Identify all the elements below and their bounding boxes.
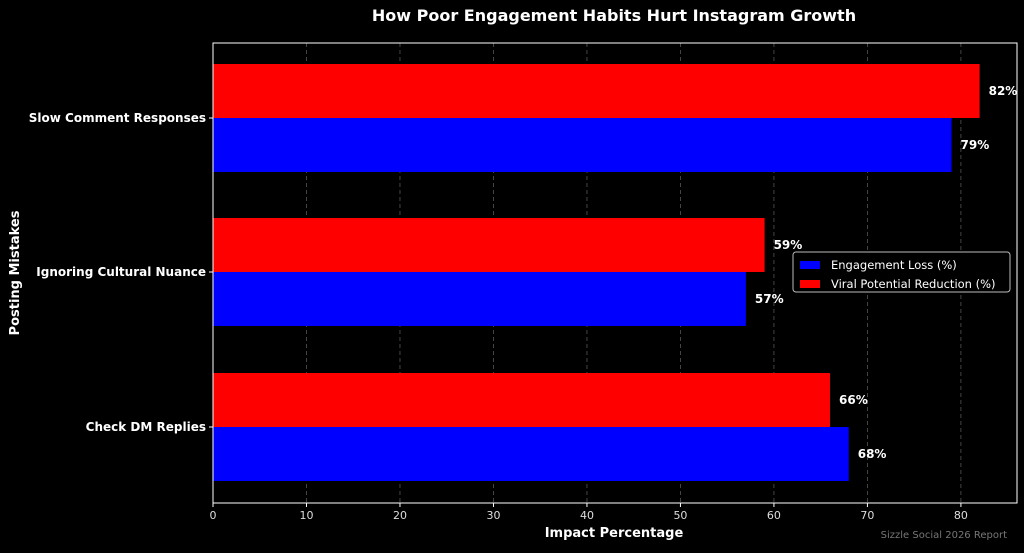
bar-value-label: 66% — [839, 393, 868, 407]
plot-area: 79% 82% Slow Comment Responses 57% 59% Ignori… — [29, 42, 1018, 522]
category-tick-label: Check DM Replies — [86, 420, 206, 434]
plot-frame — [212, 42, 1018, 504]
bar — [213, 64, 980, 118]
x-axis-label: Impact Percentage — [545, 526, 684, 541]
category-tick-label: Slow Comment Responses — [29, 111, 206, 125]
x-tick-label: 30 — [486, 509, 500, 522]
legend-swatch — [800, 261, 820, 269]
x-tick-label: 70 — [860, 509, 874, 522]
legend: Engagement Loss (%) Viral Potential Reduc… — [792, 251, 1011, 293]
bar — [213, 427, 849, 481]
bar-value-label: 59% — [774, 238, 803, 252]
x-tick-label: 80 — [954, 509, 968, 522]
x-tick-label: 50 — [673, 509, 687, 522]
bar — [213, 118, 952, 172]
legend-label: Engagement Loss (%) — [831, 258, 957, 272]
legend-swatch — [800, 280, 820, 288]
bar-value-label: 79% — [961, 138, 990, 152]
bar — [213, 373, 831, 427]
legend-label: Viral Potential Reduction (%) — [831, 277, 996, 291]
bar — [213, 272, 746, 326]
x-tick-label: 10 — [299, 509, 313, 522]
x-tick-label: 0 — [210, 509, 217, 522]
y-axis-label: Posting Mistakes — [8, 210, 23, 335]
bar — [213, 218, 765, 272]
legend-box — [792, 251, 1011, 293]
category-tick-label: Ignoring Cultural Nuance — [36, 265, 206, 279]
x-tick-label: 60 — [767, 509, 781, 522]
bar-value-label: 57% — [755, 292, 784, 306]
x-tick-label: 40 — [580, 509, 594, 522]
bar-value-label: 68% — [858, 447, 887, 461]
watermark-text: Sizzle Social 2026 Report — [881, 530, 1007, 541]
bar-value-label: 82% — [989, 84, 1018, 98]
chart-title: How Poor Engagement Habits Hurt Instagra… — [372, 6, 856, 25]
x-tick-label: 20 — [393, 509, 407, 522]
